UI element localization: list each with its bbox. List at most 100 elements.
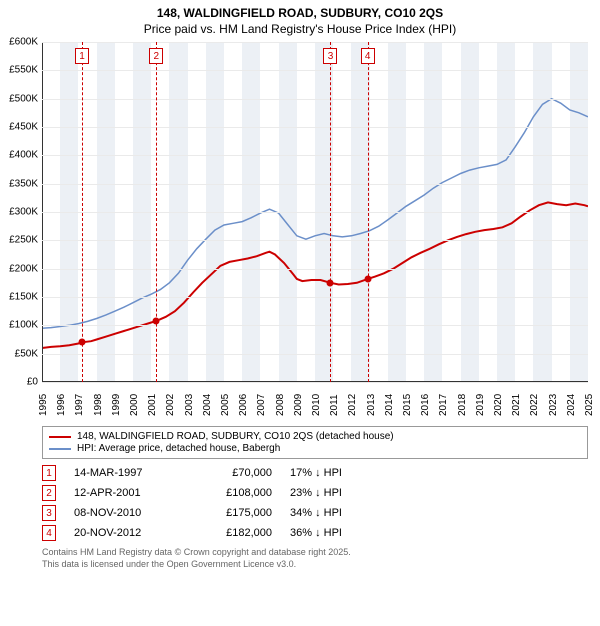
sale-price: £108,000 xyxy=(192,487,272,499)
x-tick-label: 2009 xyxy=(293,394,304,416)
event-marker-line xyxy=(82,42,83,382)
x-tick-label: 2025 xyxy=(584,394,595,416)
x-tick-label: 2023 xyxy=(548,394,559,416)
gridline xyxy=(42,382,588,383)
x-tick-label: 2013 xyxy=(366,394,377,416)
legend-box: 148, WALDINGFIELD ROAD, SUDBURY, CO10 2Q… xyxy=(42,426,588,459)
event-marker-line xyxy=(156,42,157,382)
y-tick-label: £300K xyxy=(9,207,38,218)
x-tick-label: 2007 xyxy=(256,394,267,416)
sale-delta: 36% ↓ HPI xyxy=(290,527,370,539)
sale-date: 08-NOV-2010 xyxy=(74,507,174,519)
x-tick-label: 2002 xyxy=(165,394,176,416)
sale-price: £175,000 xyxy=(192,507,272,519)
gridline xyxy=(42,354,588,355)
x-tick-label: 2020 xyxy=(493,394,504,416)
sale-marker-icon: 2 xyxy=(42,485,56,501)
y-tick-label: £0 xyxy=(27,377,38,388)
sales-table: 1 14-MAR-1997 £70,000 17% ↓ HPI 2 12-APR… xyxy=(42,465,588,541)
x-tick-label: 2004 xyxy=(202,394,213,416)
sale-dot xyxy=(364,275,371,282)
legend-swatch-hpi xyxy=(49,448,71,450)
sale-marker-icon: 4 xyxy=(42,525,56,541)
gridline xyxy=(42,70,588,71)
sale-price: £182,000 xyxy=(192,527,272,539)
chart-plot-area: £0£50K£100K£150K£200K£250K£300K£350K£400… xyxy=(42,42,588,382)
sale-marker-icon: 1 xyxy=(42,465,56,481)
gridline xyxy=(42,99,588,100)
x-tick-label: 2015 xyxy=(402,394,413,416)
chart-title-line1: 148, WALDINGFIELD ROAD, SUDBURY, CO10 2Q… xyxy=(0,6,600,20)
x-tick-label: 2000 xyxy=(129,394,140,416)
gridline xyxy=(42,297,588,298)
legend-label-hpi: HPI: Average price, detached house, Babe… xyxy=(77,443,280,454)
x-tick-label: 2003 xyxy=(184,394,195,416)
sale-row: 4 20-NOV-2012 £182,000 36% ↓ HPI xyxy=(42,525,588,541)
event-marker-line xyxy=(368,42,369,382)
y-tick-label: £250K xyxy=(9,235,38,246)
chart-title-line2: Price paid vs. HM Land Registry's House … xyxy=(0,22,600,36)
x-tick-label: 1998 xyxy=(93,394,104,416)
y-tick-label: £450K xyxy=(9,122,38,133)
sale-date: 14-MAR-1997 xyxy=(74,467,174,479)
sale-delta: 34% ↓ HPI xyxy=(290,507,370,519)
gridline xyxy=(42,42,588,43)
x-tick-label: 1996 xyxy=(56,394,67,416)
x-tick-label: 2001 xyxy=(147,394,158,416)
gridline xyxy=(42,127,588,128)
sale-delta: 23% ↓ HPI xyxy=(290,487,370,499)
sale-date: 12-APR-2001 xyxy=(74,487,174,499)
y-tick-label: £50K xyxy=(15,348,38,359)
y-tick-label: £550K xyxy=(9,65,38,76)
footer-line2: This data is licensed under the Open Gov… xyxy=(42,559,588,571)
x-tick-label: 2005 xyxy=(220,394,231,416)
gridline xyxy=(42,212,588,213)
sale-dot xyxy=(153,317,160,324)
x-tick-label: 1997 xyxy=(74,394,85,416)
x-tick-label: 1999 xyxy=(111,394,122,416)
legend-label-property: 148, WALDINGFIELD ROAD, SUDBURY, CO10 2Q… xyxy=(77,431,394,442)
sale-date: 20-NOV-2012 xyxy=(74,527,174,539)
gridline xyxy=(42,269,588,270)
x-tick-label: 2016 xyxy=(420,394,431,416)
legend-item-hpi: HPI: Average price, detached house, Babe… xyxy=(49,443,581,454)
sale-row: 3 08-NOV-2010 £175,000 34% ↓ HPI xyxy=(42,505,588,521)
sale-dot xyxy=(79,339,86,346)
y-tick-label: £100K xyxy=(9,320,38,331)
x-tick-label: 1995 xyxy=(38,394,49,416)
footer-attribution: Contains HM Land Registry data © Crown c… xyxy=(42,547,588,570)
x-tick-label: 2008 xyxy=(275,394,286,416)
chart-container: 148, WALDINGFIELD ROAD, SUDBURY, CO10 2Q… xyxy=(0,6,600,626)
sale-price: £70,000 xyxy=(192,467,272,479)
y-tick-label: £150K xyxy=(9,292,38,303)
x-tick-label: 2017 xyxy=(438,394,449,416)
x-tick-label: 2019 xyxy=(475,394,486,416)
event-marker-box: 4 xyxy=(361,48,375,64)
event-marker-box: 3 xyxy=(323,48,337,64)
legend-swatch-property xyxy=(49,436,71,438)
x-tick-label: 2018 xyxy=(457,394,468,416)
x-tick-label: 2011 xyxy=(329,394,340,416)
sale-delta: 17% ↓ HPI xyxy=(290,467,370,479)
x-tick-label: 2012 xyxy=(347,394,358,416)
x-tick-label: 2022 xyxy=(529,394,540,416)
y-tick-label: £350K xyxy=(9,178,38,189)
x-tick-label: 2010 xyxy=(311,394,322,416)
footer-line1: Contains HM Land Registry data © Crown c… xyxy=(42,547,588,559)
gridline xyxy=(42,240,588,241)
y-tick-label: £400K xyxy=(9,150,38,161)
event-marker-line xyxy=(330,42,331,382)
y-tick-label: £200K xyxy=(9,263,38,274)
y-tick-label: £600K xyxy=(9,37,38,48)
gridline xyxy=(42,184,588,185)
gridline xyxy=(42,155,588,156)
gridline xyxy=(42,325,588,326)
sale-row: 1 14-MAR-1997 £70,000 17% ↓ HPI xyxy=(42,465,588,481)
series-line-hpi xyxy=(42,99,588,329)
x-tick-label: 2006 xyxy=(238,394,249,416)
sale-marker-icon: 3 xyxy=(42,505,56,521)
x-tick-label: 2014 xyxy=(384,394,395,416)
sale-row: 2 12-APR-2001 £108,000 23% ↓ HPI xyxy=(42,485,588,501)
event-marker-box: 2 xyxy=(149,48,163,64)
x-tick-label: 2024 xyxy=(566,394,577,416)
